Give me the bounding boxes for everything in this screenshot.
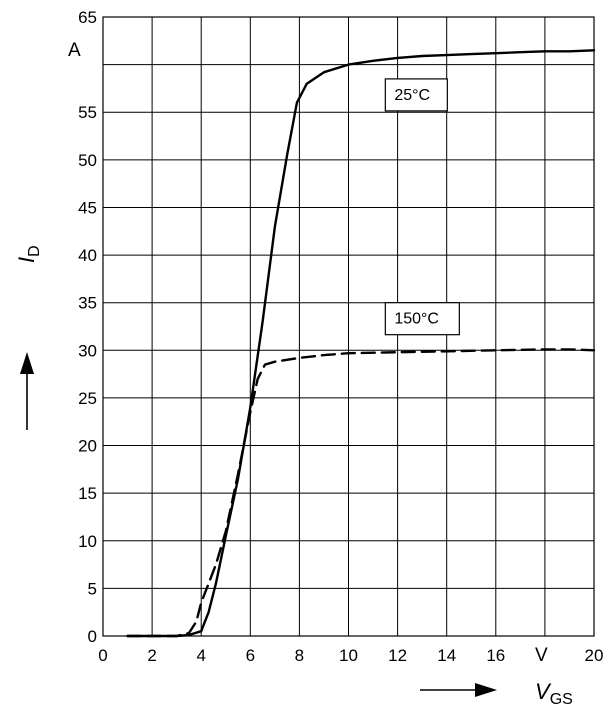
x-axis-title: VGS xyxy=(535,679,573,708)
curve-label-box xyxy=(384,302,460,336)
curve-label-text: 25°C xyxy=(394,87,430,104)
plot-area xyxy=(102,16,595,637)
y-tick-label: 5 xyxy=(88,579,97,598)
y-axis-title-main: I xyxy=(14,257,39,263)
y-tick-label: 0 xyxy=(88,627,97,646)
curve-label-text: 150°C xyxy=(394,311,439,328)
y-tick-label: 15 xyxy=(78,484,97,503)
y-tick-label: 45 xyxy=(78,198,97,217)
x-axis-title-sub: GS xyxy=(550,691,573,708)
x-tick-label: 0 xyxy=(98,646,107,665)
curve-labels: 25°C 150°C xyxy=(384,78,460,336)
y-tick-label: 65 xyxy=(78,8,97,27)
y-axis-title: ID xyxy=(14,245,43,263)
y-tick-label: 20 xyxy=(78,437,97,456)
x-tick-label: 4 xyxy=(196,646,205,665)
y-unit-label: A xyxy=(68,40,81,61)
y-axis-ticks: 0 5 10 15 20 25 30 35 40 45 50 55 65 xyxy=(78,8,97,646)
x-tick-label: 2 xyxy=(147,646,156,665)
x-axis-ticks: 0 2 4 6 8 10 12 14 16 20 xyxy=(98,646,603,665)
x-axis-arrow-icon xyxy=(420,683,497,697)
series-layer xyxy=(126,49,596,638)
y-axis-arrow-icon xyxy=(20,352,34,430)
x-tick-label: 16 xyxy=(486,646,505,665)
plot-border xyxy=(102,16,595,637)
curve-label-box xyxy=(384,78,448,112)
series-line-2 xyxy=(126,348,596,638)
y-tick-label: 55 xyxy=(78,103,97,122)
series-line-1 xyxy=(126,49,596,638)
y-tick-label: 30 xyxy=(78,341,97,360)
x-tick-label: 6 xyxy=(246,646,255,665)
x-axis-title-main: V xyxy=(535,679,552,704)
y-tick-label: 50 xyxy=(78,151,97,170)
x-tick-label: 20 xyxy=(585,646,604,665)
y-axis-title-sub: D xyxy=(26,245,43,257)
x-tick-label: 14 xyxy=(437,646,456,665)
svg-text:ID: ID xyxy=(14,245,43,263)
y-tick-label: 35 xyxy=(78,294,97,313)
x-tick-label: 8 xyxy=(295,646,304,665)
grid xyxy=(102,16,595,637)
y-tick-label: 40 xyxy=(78,246,97,265)
y-tick-label: 10 xyxy=(78,532,97,551)
x-tick-label: 10 xyxy=(339,646,358,665)
x-unit-label: V xyxy=(535,645,548,666)
y-tick-label: 25 xyxy=(78,389,97,408)
x-tick-label: 12 xyxy=(388,646,407,665)
